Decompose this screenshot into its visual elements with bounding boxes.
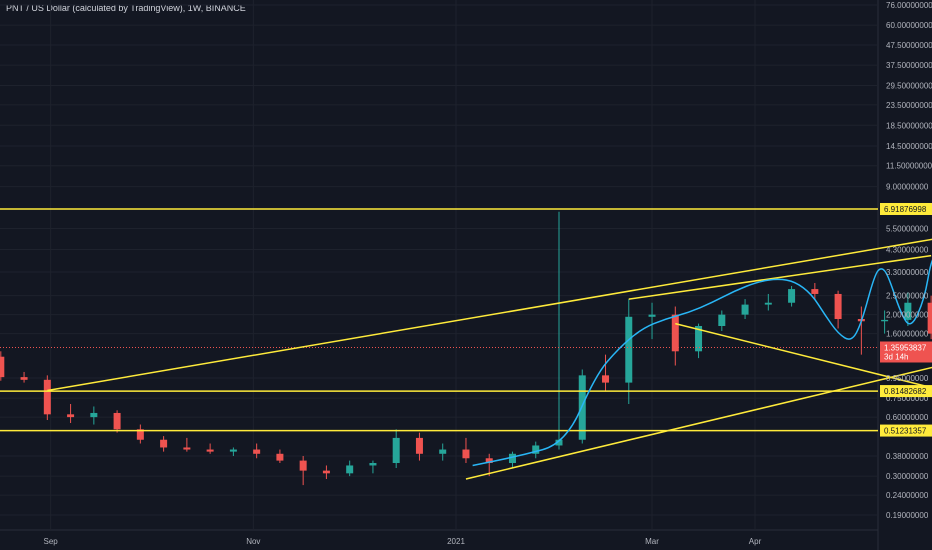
candle-body [834,293,842,320]
last-price-label: 1.35953837 [884,343,927,352]
candle-body [369,462,377,466]
candle-body [183,447,191,450]
candle-body [555,439,563,446]
candle-body [439,449,447,454]
candle-body [485,458,493,463]
candle-body [741,304,749,315]
price-tick-label: 0.75000000 [886,394,929,403]
candle-body [625,316,633,383]
candle-body [415,437,423,454]
price-tick-label: 0.19000000 [886,511,929,520]
candle-body [43,379,51,415]
candle-body [788,289,796,303]
trend-line [628,254,932,300]
time-tick-label: Apr [749,537,762,546]
time-axis: JulSepNov2021MarAprJunAugSep [44,537,762,546]
candle-body [206,449,214,452]
candle-body [253,449,261,454]
time-tick-label: 2021 [447,537,465,546]
price-tick-label: 0.24000000 [886,491,929,500]
price-tick-label: 1.60000000 [886,330,929,339]
price-tick-label: 2.00000000 [886,311,929,320]
candle-body [160,439,168,448]
candle-body [881,319,889,322]
candle-body [718,314,726,327]
price-tick-label: 0.60000000 [886,413,929,422]
price-tick-label: 18.50000000 [886,121,932,130]
candle-body [299,460,307,471]
candle-body [578,375,586,440]
price-tick-label: 37.50000000 [886,61,932,70]
candle-body [20,377,28,380]
price-tick-label: 2.50000000 [886,292,929,301]
candle-body [229,449,237,452]
price-tick-label: 3.30000000 [886,268,929,277]
trend-line [465,366,932,480]
price-tick-label: 5.50000000 [886,225,929,234]
price-tick-label: 0.30000000 [886,472,929,481]
hline-price-label: 0.81482682 [884,387,927,396]
candle-body [671,314,679,352]
price-labels: 6.91876998 0.81482682 0.51231357 1.35953837… [880,202,932,437]
candle-body [113,412,121,430]
candle-body [346,465,354,474]
candle-body [904,302,912,320]
candle-body [508,453,516,463]
hline-price-label-bg [880,202,932,215]
grid [0,0,878,530]
candle-body [322,470,330,474]
candle-body [0,356,5,378]
price-tick-label: 60.00000000 [886,21,932,30]
candle-body [764,302,772,305]
candles [0,211,932,486]
last-price-label-bg [880,341,932,363]
hline-price-label: 0.51231357 [884,427,927,436]
candle-body [811,289,819,294]
price-tick-label: 0.38000000 [886,452,929,461]
candle-body [276,453,284,461]
last-price-countdown: 3d 14h [884,352,908,361]
hline-price-label-bg [880,424,932,437]
price-tick-label: 11.50000000 [886,162,932,171]
hline-price-label: 6.91876998 [884,205,927,214]
time-tick-label: Mar [645,537,659,546]
hline-price-label-bg [880,385,932,398]
price-tick-label: 9.00000000 [886,183,929,192]
candle-body [648,314,656,317]
projection-path [472,259,932,467]
candle-body [90,412,98,418]
candle-body [532,445,540,454]
candle-body [136,429,144,440]
candle-body [462,449,470,459]
price-tick-label: 47.50000000 [886,41,932,50]
candle-body [695,326,703,352]
price-tick-label: 14.50000000 [886,142,932,151]
candle-body [392,437,400,463]
chart-title: PNT / US Dollar (calculated by TradingVi… [6,3,246,13]
drawings [0,208,932,480]
price-tick-label: 23.50000000 [886,101,932,110]
candle-body [67,414,75,418]
time-tick-label: Sep [44,537,59,546]
price-tick-label: 0.95000000 [886,374,929,383]
candle-body [602,375,610,383]
time-tick-label: Nov [246,537,260,546]
trend-line [47,238,932,392]
trend-line [675,322,932,389]
price-axis: 76.00000000 60.00000000 47.50000000 37.5000… [886,1,932,520]
price-tick-label: 4.30000000 [886,245,929,254]
candle-body [927,302,932,334]
price-tick-label: 76.00000000 [886,1,932,10]
price-tick-label: 29.50000000 [886,82,932,91]
